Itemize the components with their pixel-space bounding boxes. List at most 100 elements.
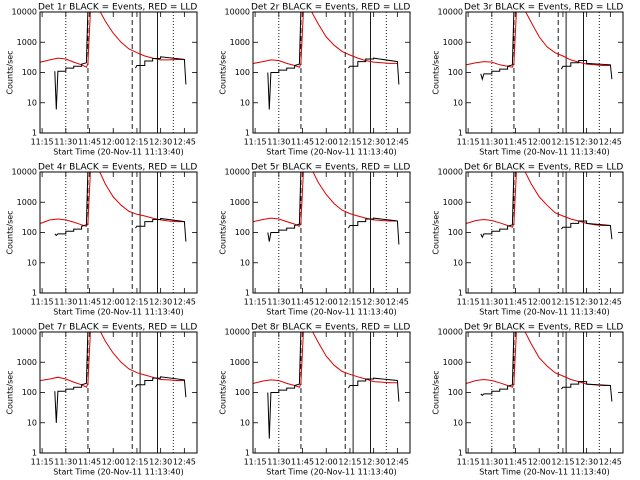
panel: Det 5r BLACK = Events, RED = LLD Start Ti… (219, 163, 411, 317)
x-tick-label: 12:30 (575, 298, 598, 307)
series-line (480, 12, 613, 81)
y-tick-label: 1000 (17, 198, 37, 207)
x-tick-label: 11:45 (291, 138, 314, 147)
x-tick-label: 11:15 (31, 298, 54, 307)
y-tick-label: 10000 (225, 168, 250, 177)
x-tick-label: 12:30 (362, 298, 385, 307)
series-line (267, 172, 400, 245)
x-tick-label: 12:45 (386, 138, 409, 147)
series-line (40, 12, 185, 68)
x-tick-label: 12:15 (338, 458, 361, 467)
y-axis-label: Counts/sec (219, 210, 228, 254)
y-tick-label: 10 (27, 258, 37, 267)
y-axis-label: Counts/sec (6, 210, 15, 254)
x-tick-label: 11:15 (457, 458, 480, 467)
panel: Det 8r BLACK = Events, RED = LLD Start Ti… (219, 323, 411, 477)
plot-frame (39, 171, 198, 294)
y-axis-label: Counts/sec (6, 50, 15, 94)
y-tick-label: 100 (22, 68, 37, 77)
y-tick-label: 100 (448, 68, 463, 77)
y-tick-label: 10000 (12, 8, 37, 17)
plot-frame (465, 171, 624, 294)
y-tick-label: 10000 (438, 8, 463, 17)
series-line (253, 12, 398, 68)
y-tick-label: 10000 (12, 328, 37, 337)
y-tick-label: 1 (245, 289, 250, 298)
y-tick-label: 1000 (443, 38, 463, 47)
x-tick-label: 11:30 (480, 298, 503, 307)
panel-title: Det 4r BLACK = Events, RED = LLD (38, 163, 197, 173)
x-tick-label: 12:45 (173, 298, 196, 307)
x-tick-label: 11:15 (457, 298, 480, 307)
x-tick-label: 11:45 (78, 298, 101, 307)
series-line (54, 332, 187, 423)
y-tick-label: 1000 (230, 198, 250, 207)
plot-frame (39, 11, 198, 134)
y-tick-label: 1 (245, 129, 250, 138)
x-tick-label: 12:30 (575, 138, 598, 147)
y-tick-label: 10000 (225, 328, 250, 337)
x-tick-label: 11:30 (480, 458, 503, 467)
x-tick-label: 11:30 (54, 458, 77, 467)
y-tick-label: 100 (235, 68, 250, 77)
x-tick-label: 12:45 (386, 458, 409, 467)
x-tick-label: 12:15 (125, 298, 148, 307)
x-axis-label: Start Time (20-Nov-11 11:13:40) (479, 308, 609, 317)
panel-title: Det 8r BLACK = Events, RED = LLD (251, 323, 410, 333)
y-tick-label: 1000 (443, 358, 463, 367)
x-tick-label: 12:00 (315, 458, 338, 467)
panel-title: Det 7r BLACK = Events, RED = LLD (38, 323, 197, 333)
panel: Det 6r BLACK = Events, RED = LLD Start Ti… (432, 163, 624, 317)
y-tick-label: 1 (458, 449, 463, 458)
panel: Det 2r BLACK = Events, RED = LLD Start Ti… (219, 3, 411, 157)
x-tick-label: 11:45 (504, 138, 527, 147)
plot-area (40, 332, 187, 423)
y-axis-label: Counts/sec (432, 370, 441, 414)
plot-frame (39, 331, 198, 454)
y-axis-label: Counts/sec (219, 370, 228, 414)
y-tick-label: 10 (240, 98, 250, 107)
x-axis-label: Start Time (20-Nov-11 11:13:40) (479, 468, 609, 477)
y-tick-label: 100 (448, 228, 463, 237)
plot-area (466, 332, 613, 402)
x-tick-label: 11:45 (504, 458, 527, 467)
y-tick-label: 1000 (230, 358, 250, 367)
panel: Det 3r BLACK = Events, RED = LLD Start Ti… (432, 3, 624, 157)
plot-frame (252, 171, 411, 294)
x-tick-label: 12:15 (125, 458, 148, 467)
x-tick-label: 11:30 (54, 298, 77, 307)
x-tick-label: 12:00 (528, 458, 551, 467)
plot-area (253, 332, 400, 439)
x-tick-label: 12:45 (386, 298, 409, 307)
x-tick-label: 12:00 (315, 138, 338, 147)
series-line (54, 12, 187, 110)
y-tick-label: 100 (22, 388, 37, 397)
y-tick-label: 10 (453, 258, 463, 267)
x-axis-label: Start Time (20-Nov-11 11:13:40) (266, 468, 396, 477)
plot-frame (252, 331, 411, 454)
y-tick-label: 100 (235, 388, 250, 397)
y-tick-label: 10 (27, 418, 37, 427)
y-tick-label: 10000 (438, 328, 463, 337)
y-tick-label: 1 (32, 449, 37, 458)
x-tick-label: 12:15 (338, 298, 361, 307)
x-axis-label: Start Time (20-Nov-11 11:13:40) (53, 308, 183, 317)
plot-area (466, 172, 613, 240)
x-axis-label: Start Time (20-Nov-11 11:13:40) (266, 308, 396, 317)
y-tick-label: 1 (458, 289, 463, 298)
y-tick-label: 1 (245, 449, 250, 458)
panel-title: Det 9r BLACK = Events, RED = LLD (464, 323, 623, 333)
panel: Det 4r BLACK = Events, RED = LLD Start Ti… (6, 163, 198, 317)
series-line (267, 12, 400, 110)
panel-title: Det 3r BLACK = Events, RED = LLD (464, 3, 623, 13)
y-tick-label: 10 (27, 98, 37, 107)
plot-area (40, 172, 187, 242)
series-line (466, 12, 611, 68)
x-tick-label: 12:15 (551, 138, 574, 147)
plot-area (253, 12, 400, 110)
x-tick-label: 12:30 (149, 458, 172, 467)
x-tick-label: 11:45 (78, 458, 101, 467)
x-tick-label: 12:30 (362, 458, 385, 467)
panel: Det 7r BLACK = Events, RED = LLD Start Ti… (6, 323, 198, 477)
plot-frame (465, 331, 624, 454)
